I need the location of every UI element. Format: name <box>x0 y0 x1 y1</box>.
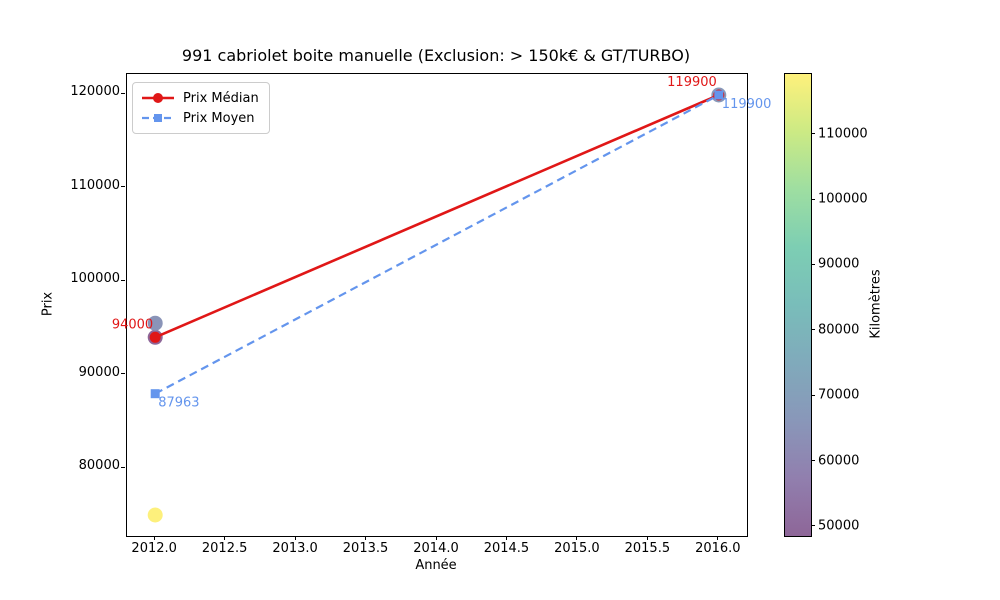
x-axis-label: Année <box>415 558 457 573</box>
y-tick-label: 120000 <box>70 84 120 100</box>
x-tick-label: 2016.0 <box>695 541 741 556</box>
x-tick-mark <box>365 536 367 540</box>
series-marker-circle <box>149 331 161 343</box>
y-tick-label: 110000 <box>70 177 120 193</box>
y-tick-mark <box>121 186 125 188</box>
x-tick-label: 2012.0 <box>131 541 177 556</box>
colorbar-tick-mark <box>811 394 815 396</box>
colorbar-label: Kilomètres <box>868 269 884 339</box>
colorbar-tick-mark <box>811 133 815 135</box>
colorbar-tick-mark <box>811 525 815 527</box>
plot-canvas: 94000 87963 119900 119900 <box>112 75 771 523</box>
x-tick-label: 2013.5 <box>342 541 389 556</box>
plot-area: 94000 87963 119900 119900 <box>112 73 771 537</box>
colorbar-tick-label: 80000 <box>818 322 860 338</box>
x-tick-mark <box>435 536 437 540</box>
legend-sample-marker <box>154 114 162 122</box>
value-annotation: 119900 <box>722 97 772 112</box>
x-tick-label: 2015.5 <box>624 541 671 556</box>
x-tick-mark <box>576 536 578 540</box>
legend-entry: Prix Médian <box>141 88 259 108</box>
x-tick-label: 2014.0 <box>413 541 459 556</box>
x-tick-mark <box>153 536 155 540</box>
legend: Prix Médian Prix Moyen <box>132 82 270 134</box>
x-tick-label: 2014.5 <box>483 541 530 556</box>
colorbar-tick-mark <box>811 263 815 265</box>
series-marker-square <box>150 389 160 399</box>
y-tick-mark <box>121 373 125 375</box>
y-tick-label: 90000 <box>78 364 120 380</box>
x-tick-label: 2015.0 <box>554 541 600 556</box>
series-line <box>154 94 720 395</box>
colorbar-tick-label: 100000 <box>818 191 868 207</box>
colorbar-tick-label: 60000 <box>818 453 860 468</box>
series-line <box>154 93 720 339</box>
y-tick-mark <box>121 466 125 468</box>
value-annotation: 94000 <box>112 317 153 332</box>
colorbar-tick-mark <box>811 329 815 331</box>
y-tick-label: 100000 <box>70 271 120 287</box>
legend-entry: Prix Moyen <box>141 108 259 128</box>
y-tick-mark <box>121 92 125 94</box>
x-tick-label: 2013.0 <box>272 541 318 556</box>
series-marker-square <box>714 90 724 100</box>
legend-entry-label: Prix Médian <box>183 90 259 106</box>
legend-entry-label: Prix Moyen <box>183 110 255 126</box>
y-tick-mark <box>121 279 125 281</box>
y-tick-label: 80000 <box>78 458 120 474</box>
colorbar-gradient <box>784 73 812 537</box>
y-axis-label: Prix <box>40 291 56 317</box>
x-tick-mark <box>717 536 719 540</box>
legend-line-circle-icon <box>142 93 174 103</box>
x-tick-mark <box>294 536 296 540</box>
value-annotation: 87963 <box>158 396 199 411</box>
colorbar-tick-label: 50000 <box>818 518 860 534</box>
colorbar-tick-mark <box>811 198 815 200</box>
x-tick-mark <box>224 536 226 540</box>
value-annotation: 119900 <box>667 75 717 90</box>
colorbar-tick-mark <box>811 460 815 461</box>
colorbar-tick-label: 110000 <box>818 126 868 142</box>
legend-sample-marker <box>153 93 163 103</box>
scatter-point <box>147 315 163 331</box>
colorbar-tick-label: 70000 <box>818 387 860 403</box>
colorbar-tick-label: 90000 <box>818 256 860 272</box>
legend-line-square-icon <box>142 114 174 122</box>
x-tick-mark <box>505 536 507 540</box>
chart-title: 991 cabriolet boite manuelle (Exclusion:… <box>181 46 691 65</box>
x-tick-mark <box>646 536 648 540</box>
scatter-point <box>147 507 163 523</box>
x-tick-label: 2012.5 <box>201 541 248 556</box>
